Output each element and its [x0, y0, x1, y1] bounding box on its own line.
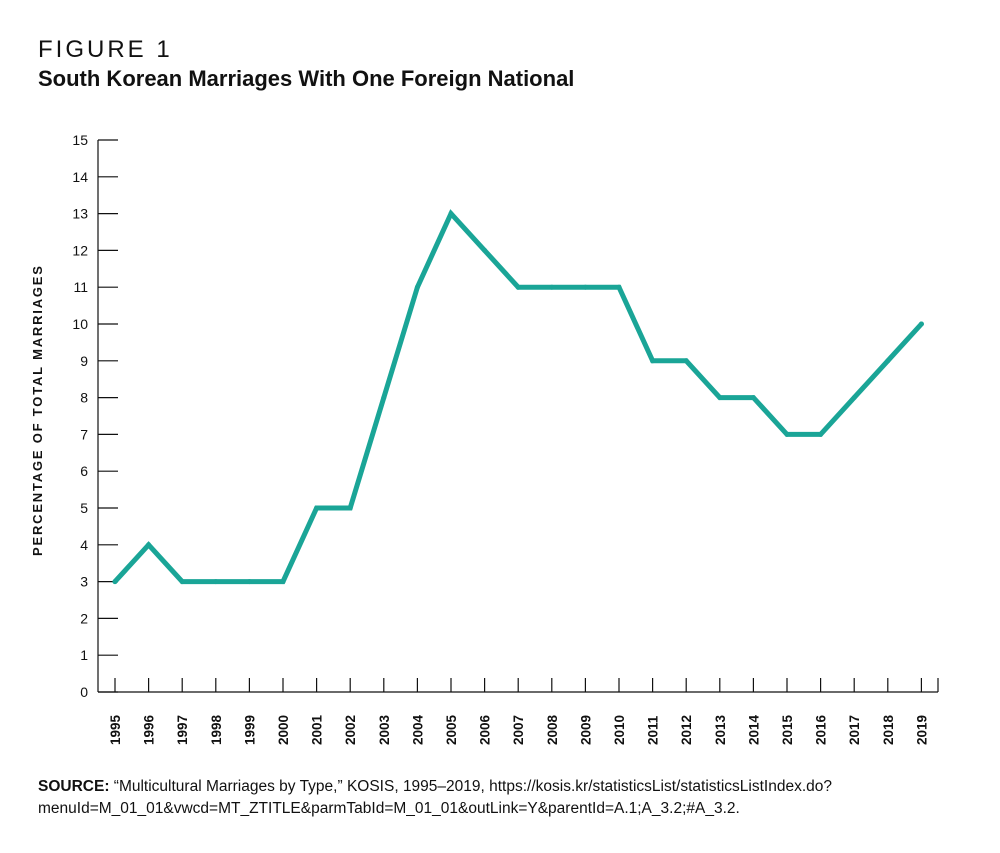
data-point — [515, 284, 521, 290]
data-point — [280, 579, 286, 585]
data-point — [314, 505, 320, 511]
data-point — [650, 358, 656, 364]
y-tick-label: 1 — [80, 647, 88, 663]
data-point — [717, 395, 723, 401]
y-tick-label: 15 — [72, 132, 88, 148]
y-tick-label: 6 — [80, 463, 88, 479]
data-point — [482, 247, 488, 253]
x-tick-label: 2010 — [612, 715, 627, 745]
y-tick-label: 9 — [80, 353, 88, 369]
data-point — [750, 395, 756, 401]
y-tick-label: 0 — [80, 684, 88, 700]
y-tick-label: 3 — [80, 574, 88, 590]
x-tick-label: 1996 — [142, 714, 157, 745]
y-tick-label: 4 — [80, 537, 88, 553]
data-point — [347, 505, 353, 511]
x-tick-label: 2006 — [478, 714, 493, 745]
data-point — [616, 284, 622, 290]
x-tick-label: 2015 — [780, 714, 795, 745]
x-tick-label: 1997 — [175, 715, 190, 745]
data-point — [381, 395, 387, 401]
data-point — [146, 542, 152, 548]
x-tick-label: 2017 — [847, 715, 862, 745]
data-point — [885, 358, 891, 364]
y-tick-label: 10 — [72, 316, 88, 332]
y-tick-label: 5 — [80, 500, 88, 516]
x-tick-label: 2012 — [679, 715, 694, 745]
data-point — [549, 284, 555, 290]
y-tick-label: 14 — [72, 169, 88, 185]
x-tick-label: 1999 — [242, 715, 257, 745]
x-tick-label: 2008 — [545, 714, 560, 745]
y-tick-label: 8 — [80, 390, 88, 406]
series-line — [112, 209, 924, 585]
x-axis: 1995 1996 1997 1998 1999 2000 2001 2002 2003 2004… — [98, 678, 939, 745]
data-point — [112, 579, 118, 585]
x-tick-label: 1995 — [108, 714, 123, 745]
source-note: SOURCE: “Multicultural Marriages by Type… — [38, 776, 988, 820]
data-point — [784, 431, 790, 437]
data-point — [246, 579, 252, 585]
data-point — [582, 284, 588, 290]
y-tick-label: 7 — [80, 426, 88, 442]
data-point — [818, 431, 824, 437]
source-prefix: SOURCE: — [38, 778, 110, 795]
x-tick-label: 2002 — [343, 715, 358, 745]
y-tick-label: 12 — [72, 242, 88, 258]
y-tick-label: 2 — [80, 610, 88, 626]
data-point — [213, 579, 219, 585]
data-point — [918, 321, 924, 327]
x-tick-label: 2018 — [881, 714, 896, 745]
x-tick-label: 2013 — [713, 714, 728, 745]
x-tick-label: 2016 — [814, 714, 829, 745]
x-tick-label: 2009 — [578, 715, 593, 745]
x-tick-label: 1998 — [209, 714, 224, 745]
data-point — [448, 211, 454, 217]
data-point — [683, 358, 689, 364]
y-tick-label: 11 — [73, 279, 88, 295]
data-point — [179, 579, 185, 585]
data-point — [414, 284, 420, 290]
data-point — [851, 395, 857, 401]
x-tick-label: 2014 — [746, 714, 761, 745]
figure-label: FIGURE 1 — [38, 36, 173, 63]
chart-title: South Korean Marriages With One Foreign … — [38, 66, 575, 91]
x-tick-label: 2011 — [646, 715, 661, 745]
x-tick-label: 2000 — [276, 715, 291, 745]
source-text: “Multicultural Marriages by Type,” KOSIS… — [38, 778, 832, 817]
x-tick-label: 2003 — [377, 714, 392, 745]
x-tick-label: 2001 — [310, 714, 325, 745]
x-tick-label: 2007 — [511, 715, 526, 745]
x-tick-label: 2005 — [444, 714, 459, 745]
series-group — [112, 209, 924, 585]
x-tick-label: 2019 — [914, 715, 929, 745]
y-tick-label: 13 — [72, 206, 88, 222]
x-tick-label: 2004 — [410, 714, 425, 745]
